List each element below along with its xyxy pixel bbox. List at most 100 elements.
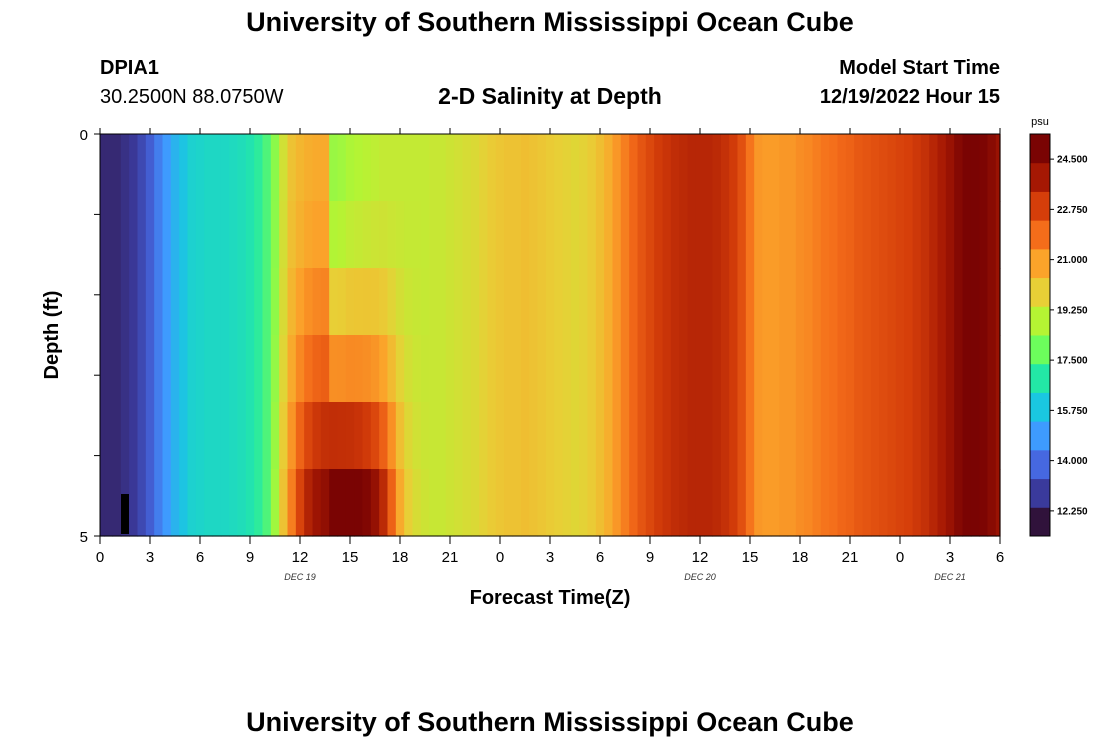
heatmap-cell <box>304 201 314 269</box>
heatmap-cell <box>187 335 197 403</box>
heatmap-cell <box>379 402 389 470</box>
heatmap-cell <box>312 402 322 470</box>
heatmap-cell <box>987 201 997 269</box>
heatmap-cell <box>195 335 205 403</box>
x-tick-label: 21 <box>442 549 459 566</box>
heatmap-cell <box>437 469 447 537</box>
heatmap-cell <box>945 335 955 403</box>
heatmap-cell <box>412 134 422 202</box>
heatmap-cell <box>312 335 322 403</box>
heatmap-cell <box>737 335 747 403</box>
heatmap-cell <box>529 201 539 269</box>
heatmap-cell <box>929 268 939 336</box>
x-tick-label: 3 <box>546 549 554 566</box>
colorbar-tick-label: 24.500 <box>1057 155 1088 166</box>
heatmap-cell <box>654 268 664 336</box>
heatmap-cell <box>712 469 722 537</box>
heatmap-cell <box>404 268 414 336</box>
heatmap-cell <box>762 469 772 537</box>
heatmap-cell <box>904 268 914 336</box>
heatmap-cell <box>904 335 914 403</box>
heatmap-cell <box>862 335 872 403</box>
heatmap-cell <box>562 335 572 403</box>
heatmap-cell <box>170 268 180 336</box>
heatmap-cell <box>620 469 630 537</box>
heatmap-cell <box>670 134 680 202</box>
heatmap-cell <box>654 335 664 403</box>
x-tick-label: 18 <box>792 549 809 566</box>
heatmap-cell <box>770 335 780 403</box>
heatmap-cell <box>820 469 830 537</box>
heatmap-cell <box>937 268 947 336</box>
heatmap-cell <box>854 469 864 537</box>
heatmap-cell <box>487 134 497 202</box>
heatmap-cell <box>970 335 980 403</box>
heatmap-cell <box>737 402 747 470</box>
heatmap-cell <box>795 268 805 336</box>
heatmap-cell <box>837 268 847 336</box>
heatmap-cell <box>837 335 847 403</box>
heatmap-cell <box>729 335 739 403</box>
colorbar-swatch <box>1030 277 1050 307</box>
heatmap-cell <box>604 335 614 403</box>
colorbar-tick-label: 15.750 <box>1057 406 1088 417</box>
heatmap-cell <box>770 201 780 269</box>
heatmap-cell <box>320 469 330 537</box>
heatmap-cell <box>454 268 464 336</box>
heatmap-cell <box>612 201 622 269</box>
heatmap-cell <box>179 335 189 403</box>
heatmap-cell <box>137 268 147 336</box>
heatmap-cell <box>512 469 522 537</box>
heatmap-cell <box>762 268 772 336</box>
heatmap-cell <box>954 469 964 537</box>
heatmap-cell <box>154 402 164 470</box>
heatmap-cell <box>954 268 964 336</box>
heatmap-cell <box>887 402 897 470</box>
heatmap-cell <box>470 134 480 202</box>
heatmap-cell <box>504 201 514 269</box>
heatmap-cell <box>445 134 455 202</box>
heatmap-cell <box>462 268 472 336</box>
colorbar-swatch <box>1030 191 1050 221</box>
heatmap-cell <box>895 134 905 202</box>
heatmap-cell <box>637 469 647 537</box>
heatmap-cell <box>612 469 622 537</box>
heatmap-cell <box>812 335 822 403</box>
heatmap-cell <box>287 402 297 470</box>
heatmap-cell <box>629 335 639 403</box>
heatmap-cell <box>862 402 872 470</box>
heatmap-cell <box>170 201 180 269</box>
heatmap-cell <box>845 268 855 336</box>
heatmap-cell <box>370 469 380 537</box>
heatmap-cell <box>154 134 164 202</box>
heatmap-cell <box>654 402 664 470</box>
heatmap-cell <box>595 268 605 336</box>
heatmap-cell <box>100 268 105 336</box>
heatmap-cell <box>995 201 1001 269</box>
heatmap-cell <box>537 335 547 403</box>
heatmap-cell <box>804 268 814 336</box>
heatmap-cell <box>412 335 422 403</box>
colorbar-tick-label: 14.000 <box>1057 456 1088 467</box>
heatmap-cell <box>729 469 739 537</box>
heatmap-cell <box>679 268 689 336</box>
heatmap-cell <box>512 134 522 202</box>
footer-title: University of Southern Mississippi Ocean… <box>246 707 854 737</box>
heatmap-cell <box>845 469 855 537</box>
heatmap-cell <box>129 268 139 336</box>
heatmap-cell <box>387 402 397 470</box>
heatmap-cell <box>870 335 880 403</box>
heatmap-cell <box>962 402 972 470</box>
heatmap-cell <box>279 268 289 336</box>
heatmap-cell <box>904 402 914 470</box>
heatmap-cell <box>729 201 739 269</box>
heatmap-cell <box>554 469 564 537</box>
heatmap-cell <box>195 134 205 202</box>
heatmap-cell <box>995 335 1001 403</box>
heatmap-cell <box>345 268 355 336</box>
heatmap-cell <box>295 134 305 202</box>
heatmap-cell <box>520 268 530 336</box>
heatmap-cell <box>987 268 997 336</box>
heatmap-cell <box>304 134 314 202</box>
heatmap-cell <box>920 268 930 336</box>
